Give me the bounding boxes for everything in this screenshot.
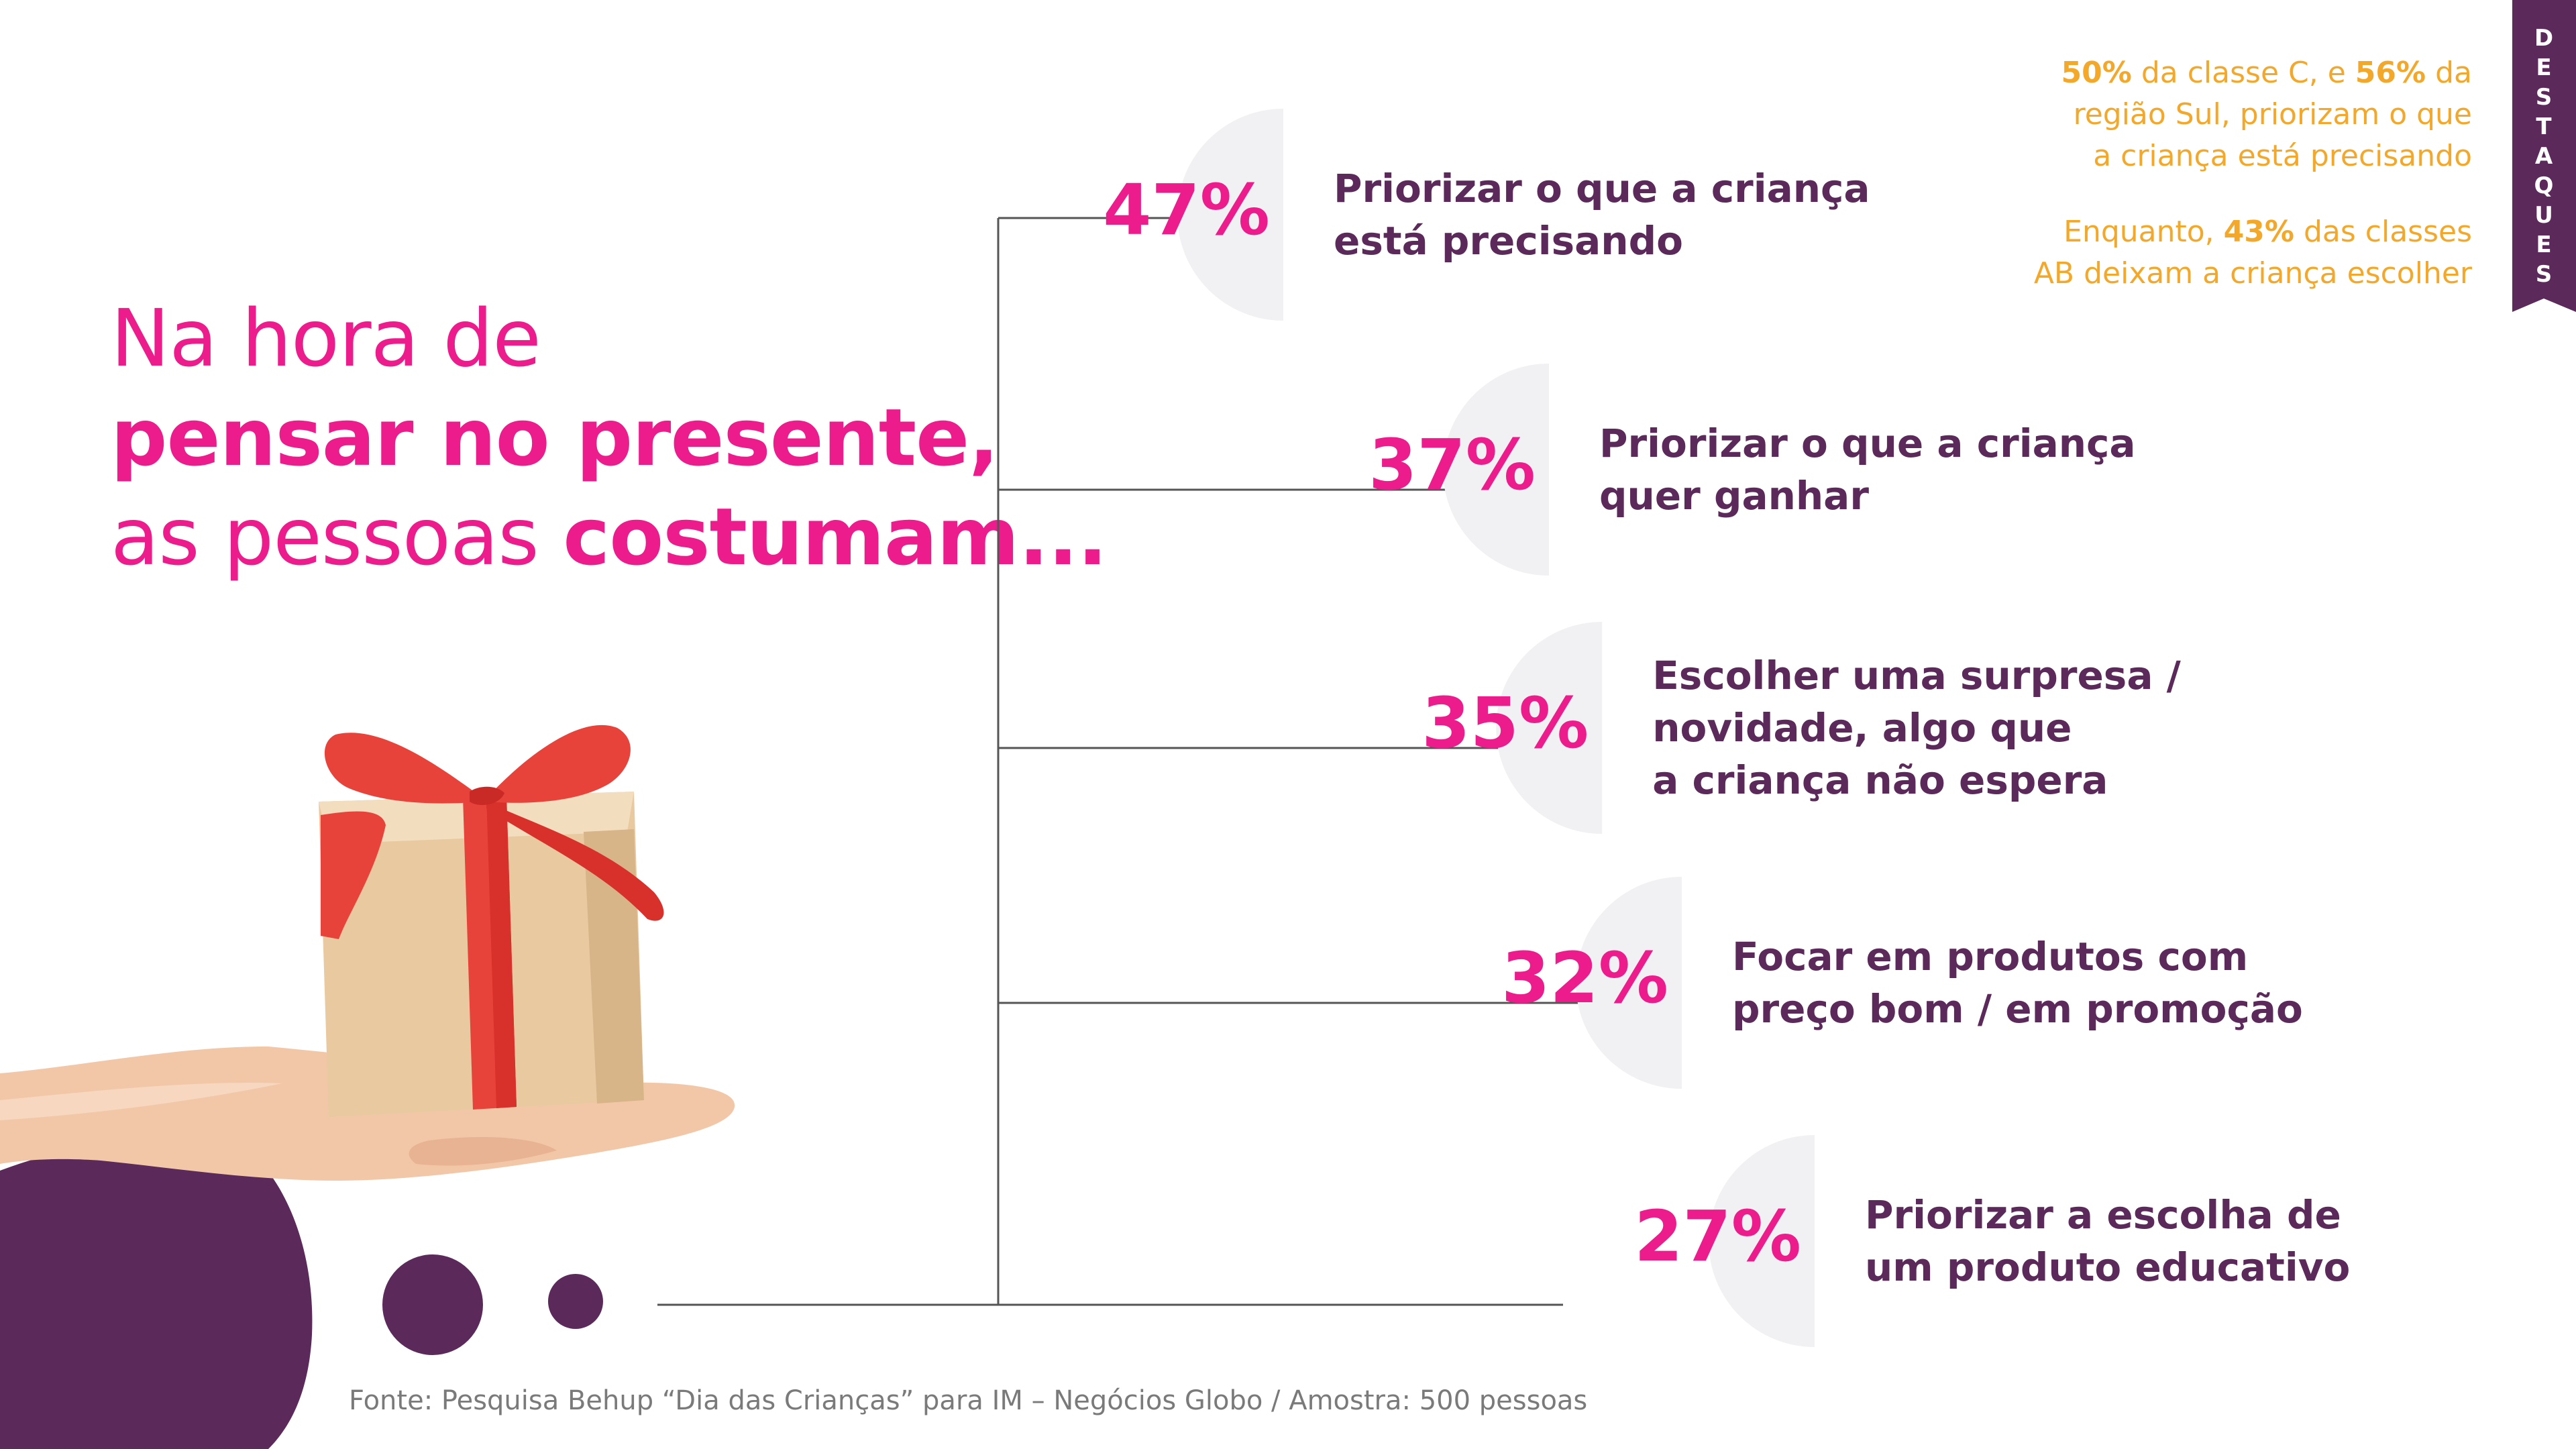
ribbon-letter: Q <box>2534 172 2554 199</box>
highlight-1-text-2: da <box>2426 56 2472 90</box>
highlight-1-value-1: 50% <box>2061 56 2132 90</box>
source-note: Fonte: Pesquisa Behup “Dia das Crianças”… <box>349 1385 1588 1416</box>
ribbon-letter: S <box>2535 261 2553 288</box>
title-line-3: as pessoas costumam... <box>111 487 1108 586</box>
gift-box-icon <box>319 724 664 1117</box>
title-line-3-bold: costumam... <box>563 490 1108 583</box>
chart-category-label: Focar em produtos com preço bom / em prom… <box>1732 930 2303 1035</box>
highlight-2-line-2: AB deixam a criança escolher <box>2033 256 2472 290</box>
chart-bubble <box>1709 1135 1815 1347</box>
ribbon-letter: E <box>2536 54 2552 81</box>
chart-category-label-line: Priorizar a escolha de <box>1865 1192 2341 1238</box>
ribbon-letter: T <box>2536 113 2552 140</box>
decor-dot-large <box>382 1254 483 1355</box>
page-title: Na hora de pensar no presente, as pessoa… <box>111 288 1108 586</box>
chart-value-label: 37% <box>1368 424 1536 506</box>
ribbon-letter: U <box>2534 202 2553 229</box>
chart-value-label: 32% <box>1501 937 1668 1019</box>
chart-value-label: 27% <box>1634 1195 1801 1277</box>
decor-dot-small <box>548 1274 603 1329</box>
destaques-ribbon <box>2512 0 2576 312</box>
highlight-1-line-3: a criança está precisando <box>2093 139 2472 173</box>
chart-category-label-line: Priorizar o que a criança <box>1334 166 1870 211</box>
chart-category-label-line: novidade, algo que <box>1652 705 2072 751</box>
chart-bubble <box>1443 364 1549 576</box>
highlight-1-text-1: da classe C, e <box>2131 56 2355 90</box>
chart-category-label: Priorizar o que a criança quer ganhar <box>1599 417 2136 522</box>
chart-value-label: 47% <box>1103 169 1270 251</box>
highlight-1-value-2: 56% <box>2355 56 2426 90</box>
highlight-2-line-1: Enquanto, 43% das classes <box>2034 211 2472 253</box>
chart-category-label-line: Priorizar o que a criança <box>1599 421 2136 466</box>
chart-category-label: Escolher uma surpresa / novidade, algo qu… <box>1652 649 2181 806</box>
chart-category-label: Priorizar o que a criança está precisando <box>1334 162 1870 267</box>
chart-bubble <box>1177 109 1283 321</box>
title-line-1: Na hora de <box>111 292 541 384</box>
ribbon-letter: D <box>2534 25 2554 52</box>
title-line-3-regular: as pessoas <box>111 490 564 583</box>
chart-bubble <box>1496 622 1603 834</box>
highlight-1-line-1: 50% da classe C, e 56% da <box>2061 52 2472 94</box>
highlight-1: 50% da classe C, e 56% da região Sul, pr… <box>2061 52 2472 177</box>
ribbon-letter: S <box>2535 84 2553 111</box>
chart-bubble <box>1576 877 1682 1089</box>
chart-category-label-line: Escolher uma surpresa / <box>1652 653 2181 698</box>
chart-value-label: 35% <box>1421 682 1589 764</box>
highlight-2-text-2: das classes <box>2294 215 2472 249</box>
chart-category-label-line: um produto educativo <box>1865 1244 2351 1290</box>
chart-category-label-line: a criança não espera <box>1652 757 2108 803</box>
highlight-2-text-1: Enquanto, <box>2063 215 2224 249</box>
highlight-2-value-1: 43% <box>2223 215 2294 249</box>
purple-blob <box>0 1136 313 1449</box>
chart-category-label-line: preço bom / em promoção <box>1732 986 2303 1032</box>
highlight-1-line-2: região Sul, priorizam o que <box>2073 97 2472 131</box>
ribbon-letter: E <box>2536 231 2552 258</box>
ribbon-letter: A <box>2534 143 2553 170</box>
chart-category-label-line: Focar em produtos com <box>1732 934 2249 979</box>
chart-category-label: Priorizar a escolha de um produto educati… <box>1865 1189 2350 1293</box>
title-line-2: pensar no presente, <box>111 391 999 484</box>
chart-category-label-line: quer ganhar <box>1599 473 1869 519</box>
chart-category-label-line: está precisando <box>1334 218 1683 264</box>
highlight-2: Enquanto, 43% das classes AB deixam a cr… <box>2034 211 2472 294</box>
